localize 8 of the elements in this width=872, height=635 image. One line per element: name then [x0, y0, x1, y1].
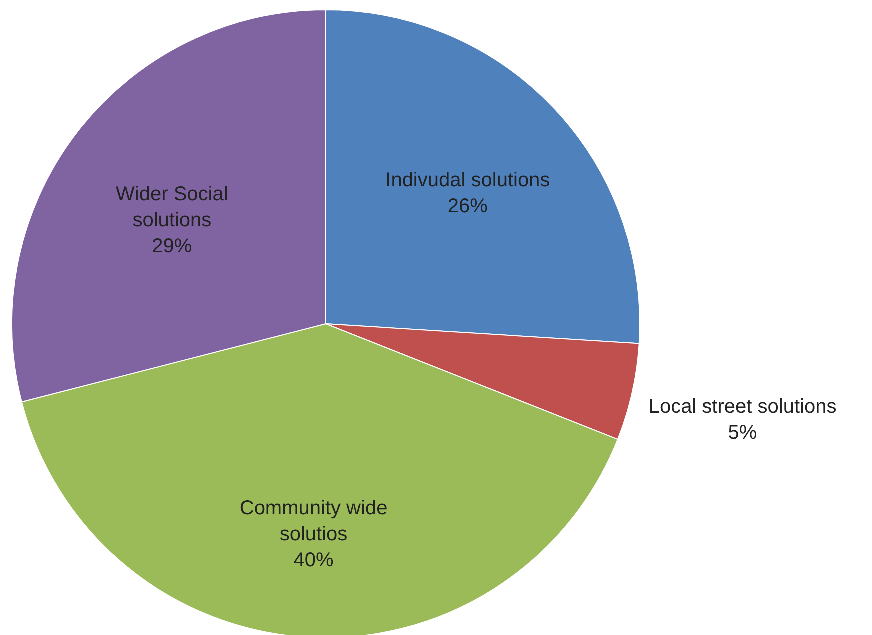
slice-label: Community wide solutios: [240, 497, 388, 546]
data-label: 29%: [152, 236, 192, 258]
slice-label: Indivudal solutions: [386, 170, 550, 192]
data-label: 5%: [728, 422, 758, 444]
slice-label: Local street solutions: [648, 396, 837, 418]
data-label: 26%: [448, 196, 488, 218]
data-label: 40%: [294, 549, 334, 572]
slice-label: Wider Social solutions: [116, 184, 228, 232]
